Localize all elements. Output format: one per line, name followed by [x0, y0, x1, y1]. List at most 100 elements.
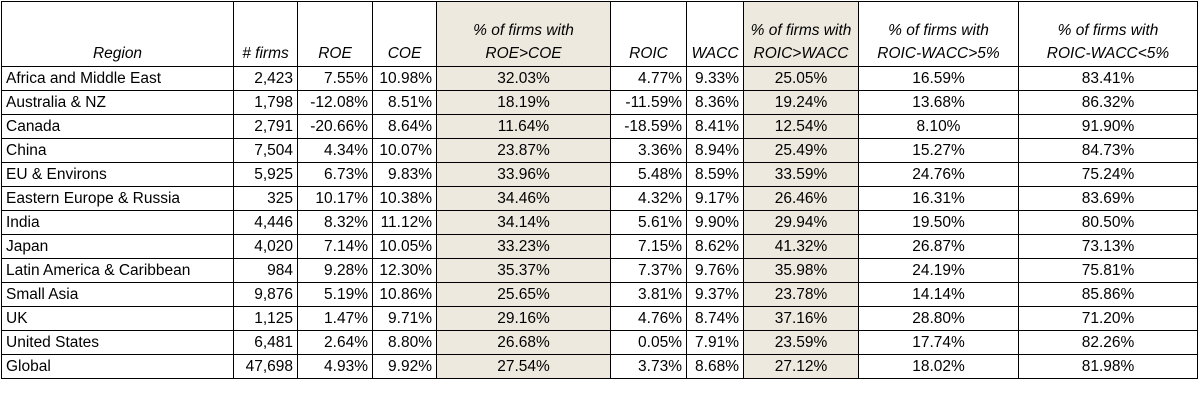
cell-pct-spread-lt-5: 71.20%	[1018, 306, 1198, 331]
cell-firms: 5,925	[233, 162, 298, 187]
header-pct-roic-gt-wacc-line2: ROIC>WACC	[753, 45, 849, 62]
cell-wacc: 9.17%	[686, 186, 744, 211]
cell-region: Latin America & Caribbean	[1, 258, 234, 283]
cell-firms: 984	[233, 258, 298, 283]
cell-pct-spread-lt-5: 91.90%	[1018, 114, 1198, 139]
table-row: Africa and Middle East 2,423 7.55% 10.98% 32…	[1, 66, 1198, 91]
cell-pct-roe-gt-coe: 18.19%	[436, 90, 611, 115]
cell-region: UK	[1, 306, 234, 331]
cell-pct-roic-gt-wacc: 27.12%	[743, 354, 859, 379]
header-row: Region # firms ROE COE % of firms with R…	[1, 1, 1198, 67]
cell-pct-spread-lt-5: 73.13%	[1018, 234, 1198, 259]
cell-wacc: 8.62%	[686, 234, 744, 259]
cell-roe: -20.66%	[297, 114, 373, 139]
cell-firms: 1,798	[233, 90, 298, 115]
table-row: Eastern Europe & Russia 325 10.17% 10.38% 34…	[1, 186, 1198, 211]
cell-pct-roic-gt-wacc: 23.59%	[743, 330, 859, 355]
cell-firms: 4,446	[233, 210, 298, 235]
header-pct-spread-lt-5-line1: % of firms with	[1057, 22, 1159, 39]
cell-roic: 3.36%	[610, 138, 687, 163]
cell-coe: 8.80%	[372, 330, 437, 355]
header-pct-roic-gt-wacc-line1: % of firms with	[750, 22, 852, 39]
cell-roic: 4.76%	[610, 306, 687, 331]
cell-pct-roe-gt-coe: 33.96%	[436, 162, 611, 187]
cell-pct-roic-gt-wacc: 23.78%	[743, 282, 859, 307]
cell-wacc: 8.74%	[686, 306, 744, 331]
cell-pct-spread-lt-5: 86.32%	[1018, 90, 1198, 115]
cell-roic: 4.32%	[610, 186, 687, 211]
cell-wacc: 8.68%	[686, 354, 744, 379]
header-pct-roe-gt-coe-line1: % of firms with	[473, 22, 574, 39]
cell-pct-roe-gt-coe: 34.14%	[436, 210, 611, 235]
table-row: United States 6,481 2.64% 8.80% 26.68% 0.05% 7…	[1, 330, 1198, 355]
header-region: Region	[1, 1, 234, 67]
header-coe: COE	[372, 1, 437, 67]
cell-firms: 2,791	[233, 114, 298, 139]
cell-pct-spread-lt-5: 83.69%	[1018, 186, 1198, 211]
cell-roic: 7.15%	[610, 234, 687, 259]
cell-region: EU & Environs	[1, 162, 234, 187]
cell-wacc: 8.59%	[686, 162, 744, 187]
cell-roe: 1.47%	[297, 306, 373, 331]
cell-pct-roic-gt-wacc: 37.16%	[743, 306, 859, 331]
cell-coe: 12.30%	[372, 258, 437, 283]
cell-pct-roe-gt-coe: 27.54%	[436, 354, 611, 379]
cell-pct-spread-lt-5: 82.26%	[1018, 330, 1198, 355]
cell-roic: 4.77%	[610, 66, 687, 91]
cell-pct-spread-lt-5: 84.73%	[1018, 138, 1198, 163]
cell-pct-spread-gt-5: 15.27%	[858, 138, 1019, 163]
table-row: Canada 2,791 -20.66% 8.64% 11.64% -18.59% 8.41…	[1, 114, 1198, 139]
cell-pct-roe-gt-coe: 29.16%	[436, 306, 611, 331]
cell-roic: 0.05%	[610, 330, 687, 355]
cell-pct-spread-gt-5: 14.14%	[858, 282, 1019, 307]
cell-firms: 9,876	[233, 282, 298, 307]
cell-firms: 2,423	[233, 66, 298, 91]
cell-roic: 5.48%	[610, 162, 687, 187]
cell-pct-spread-lt-5: 83.41%	[1018, 66, 1198, 91]
cell-region: Canada	[1, 114, 234, 139]
table-row: Australia & NZ 1,798 -12.08% 8.51% 18.19% -11…	[1, 90, 1198, 115]
cell-coe: 9.83%	[372, 162, 437, 187]
cell-pct-spread-lt-5: 75.24%	[1018, 162, 1198, 187]
cell-pct-roic-gt-wacc: 29.94%	[743, 210, 859, 235]
cell-pct-roic-gt-wacc: 35.98%	[743, 258, 859, 283]
cell-roic: -11.59%	[610, 90, 687, 115]
header-pct-spread-gt-5-line1: % of firms with	[888, 22, 989, 39]
cell-coe: 10.86%	[372, 282, 437, 307]
cell-firms: 325	[233, 186, 298, 211]
cell-region: China	[1, 138, 234, 163]
cell-roe: 6.73%	[297, 162, 373, 187]
cell-region: India	[1, 210, 234, 235]
cell-wacc: 8.94%	[686, 138, 744, 163]
cell-wacc: 8.36%	[686, 90, 744, 115]
cell-region: Eastern Europe & Russia	[1, 186, 234, 211]
cell-roic: -18.59%	[610, 114, 687, 139]
cell-pct-spread-gt-5: 16.59%	[858, 66, 1019, 91]
table-row: China 7,504 4.34% 10.07% 23.87% 3.36% 8.94% 25.…	[1, 138, 1198, 163]
cell-coe: 11.12%	[372, 210, 437, 235]
cell-wacc: 9.33%	[686, 66, 744, 91]
cell-pct-roic-gt-wacc: 19.24%	[743, 90, 859, 115]
cell-pct-spread-gt-5: 24.19%	[858, 258, 1019, 283]
regional-returns-table: Region # firms ROE COE % of firms with R…	[1, 1, 1198, 379]
cell-pct-roic-gt-wacc: 26.46%	[743, 186, 859, 211]
cell-wacc: 9.76%	[686, 258, 744, 283]
cell-roe: 4.34%	[297, 138, 373, 163]
cell-roic: 3.81%	[610, 282, 687, 307]
cell-roe: 9.28%	[297, 258, 373, 283]
cell-pct-spread-gt-5: 8.10%	[858, 114, 1019, 139]
table-row: India 4,446 8.32% 11.12% 34.14% 5.61% 9.90% 29.…	[1, 210, 1198, 235]
cell-pct-roe-gt-coe: 35.37%	[436, 258, 611, 283]
cell-pct-spread-lt-5: 75.81%	[1018, 258, 1198, 283]
cell-wacc: 8.41%	[686, 114, 744, 139]
header-pct-spread-gt-5: % of firms with ROIC-WACC>5%	[858, 1, 1019, 67]
cell-pct-roe-gt-coe: 11.64%	[436, 114, 611, 139]
cell-roe: 4.93%	[297, 354, 373, 379]
cell-coe: 10.98%	[372, 66, 437, 91]
cell-pct-spread-gt-5: 18.02%	[858, 354, 1019, 379]
cell-coe: 9.92%	[372, 354, 437, 379]
cell-firms: 47,698	[233, 354, 298, 379]
table-row: Latin America & Caribbean 984 9.28% 12.30% 3…	[1, 258, 1198, 283]
cell-region: Small Asia	[1, 282, 234, 307]
cell-roe: -12.08%	[297, 90, 373, 115]
